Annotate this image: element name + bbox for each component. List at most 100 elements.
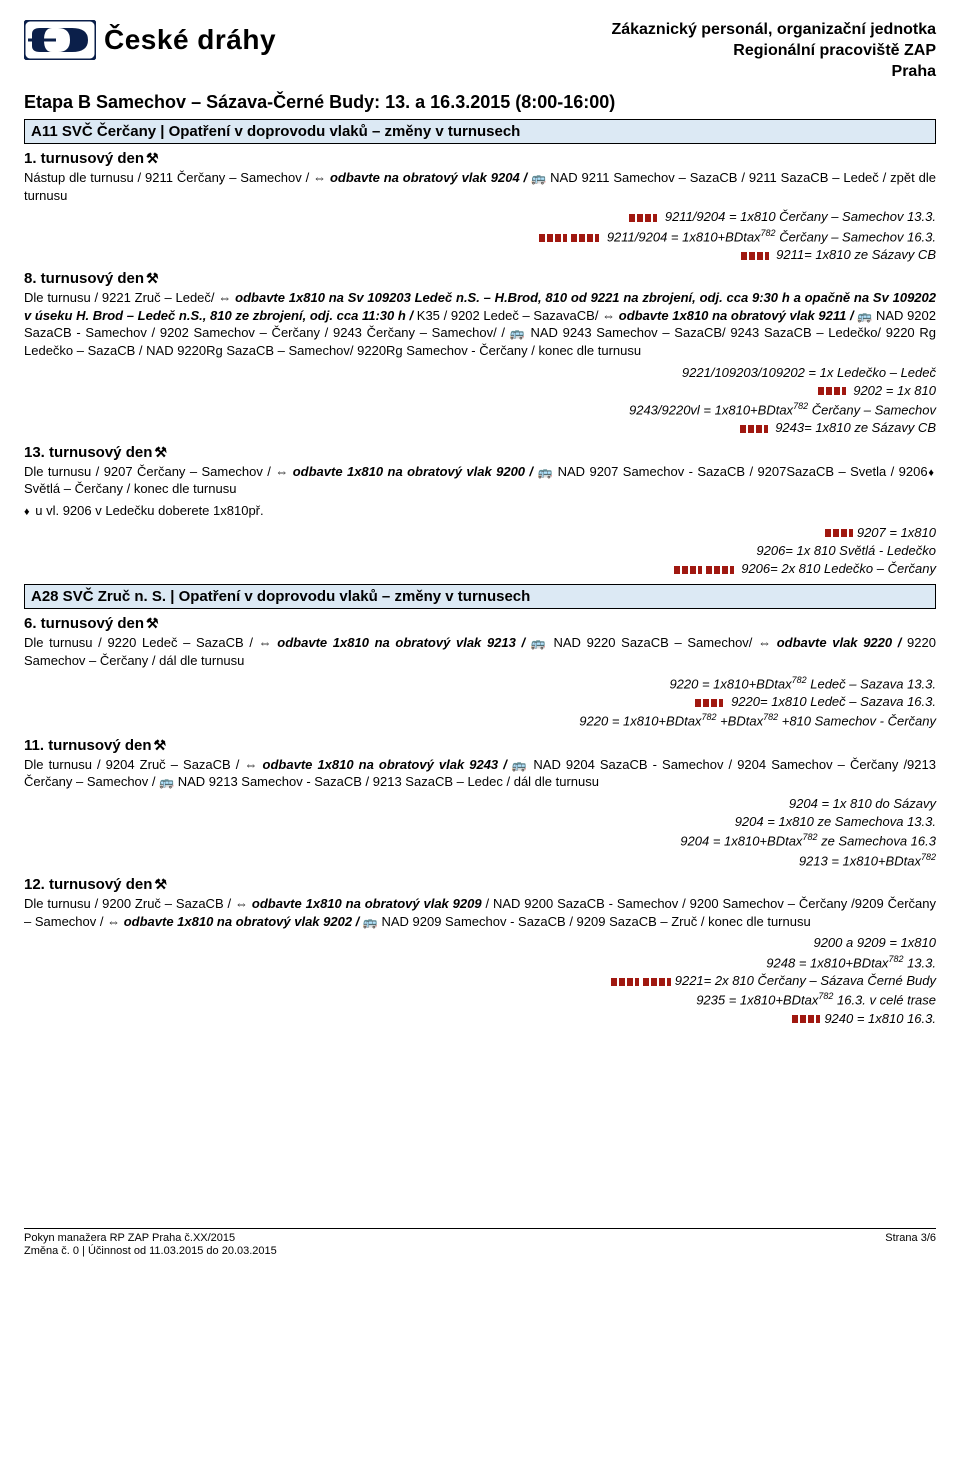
section-a11-box: A11 SVČ Čerčany | Opatření v doprovodu v… bbox=[24, 119, 936, 144]
train-icon bbox=[740, 425, 768, 433]
t8-title: 8. turnusový den bbox=[24, 270, 936, 287]
org-line1: Zákaznický personál, organizační jednotk… bbox=[611, 20, 936, 41]
t12-b: odbavte 1x810 na obratový vlak 9209 bbox=[248, 896, 482, 911]
t11-r3: 9204 = 1x810+BDtax bbox=[680, 834, 802, 849]
diamond-icon bbox=[24, 503, 32, 518]
t1-right: 9211/9204 = 1x810 Čerčany – Samechov 13.… bbox=[24, 208, 936, 264]
brand-text: České dráhy bbox=[104, 24, 276, 56]
t6-r3: 9220 = 1x810+BDtax bbox=[579, 714, 701, 729]
t8-r1: 9221/109203/109202 = 1x Ledečko – Ledeč bbox=[682, 365, 936, 380]
arrow-icon bbox=[244, 757, 257, 772]
t12-body: Dle turnusu / 9200 Zruč – SazaCB / odbav… bbox=[24, 895, 936, 930]
org-block: Zákaznický personál, organizační jednotk… bbox=[611, 20, 936, 82]
train-icon bbox=[643, 978, 671, 986]
t11-right: 9204 = 1x 810 do Sázavy 9204 = 1x810 ze … bbox=[24, 795, 936, 870]
t12-r4: 9235 = 1x810+BDtax bbox=[696, 993, 818, 1008]
train-icon bbox=[706, 566, 734, 574]
t12-title: 12. turnusový den bbox=[24, 876, 936, 893]
t8-title-text: 8. turnusový den bbox=[24, 270, 144, 287]
t6-r3c: +810 Samechov - Čerčany bbox=[778, 714, 936, 729]
t11-d: NAD 9213 Samechov - SazaCB / 9213 SazaCB… bbox=[174, 774, 599, 789]
t13-title-text: 13. turnusový den bbox=[24, 444, 152, 461]
t13-d: Světlá – Čerčany / konec dle turnusu bbox=[24, 481, 236, 496]
t8-r2: 9202 = 1x 810 bbox=[850, 383, 936, 398]
t1-r2: 9211/9204 = 1x810+BDtax bbox=[603, 229, 760, 244]
t12-r1: 9200 a 9209 = 1x810 bbox=[813, 935, 936, 950]
t13-r2: 9206= 1x 810 Světlá - Ledečko bbox=[756, 543, 936, 558]
t12-right: 9200 a 9209 = 1x810 9248 = 1x810+BDtax78… bbox=[24, 934, 936, 1028]
logo-block: České dráhy bbox=[24, 20, 276, 60]
t11-r4-sup: 782 bbox=[921, 852, 936, 862]
t12-title-text: 12. turnusový den bbox=[24, 876, 152, 893]
bus-icon bbox=[537, 464, 553, 479]
t8-r3-sup: 782 bbox=[793, 401, 808, 411]
t12-r2: 9248 = 1x810+BDtax bbox=[766, 955, 888, 970]
arrow-icon bbox=[107, 914, 120, 929]
t6-r1b: Ledeč – Sazava 13.3. bbox=[807, 676, 936, 691]
t6-right: 9220 = 1x810+BDtax782 Ledeč – Sazava 13.… bbox=[24, 674, 936, 731]
train-icon bbox=[741, 252, 769, 260]
t13-r3: 9206= 2x 810 Ledečko – Čerčany bbox=[738, 561, 936, 576]
t8-d: odbavte 1x810 na obratový vlak 9211 / bbox=[615, 308, 857, 323]
cd-logo-icon bbox=[24, 20, 96, 60]
t11-r3-sup: 782 bbox=[802, 832, 817, 842]
t11-a: Dle turnusu / 9204 Zruč – SazaCB / bbox=[24, 757, 244, 772]
t1-title: 1. turnusový den bbox=[24, 150, 936, 167]
t6-r3-sup: 782 bbox=[701, 712, 716, 722]
footer-line2: Změna č. 0 | Účinnost od 11.03.2015 do 2… bbox=[24, 1245, 936, 1257]
t6-b: odbavte 1x810 na obratový vlak 9213 / bbox=[272, 635, 531, 650]
t1-title-text: 1. turnusový den bbox=[24, 150, 144, 167]
bus-icon bbox=[512, 757, 528, 772]
t11-r2: 9204 = 1x810 ze Samechova 13.3. bbox=[735, 814, 936, 829]
t13-c: NAD 9207 Samechov - SazaCB / 9207SazaCB … bbox=[553, 464, 927, 479]
t13-note: u vl. 9206 v Ledečku doberete 1x810př. bbox=[24, 502, 936, 520]
t13-r1: 9207 = 1x810 bbox=[857, 525, 936, 540]
bus-icon bbox=[857, 308, 872, 323]
t11-title-text: 11. turnusový den bbox=[24, 737, 152, 754]
t8-r3b: Čerčany – Samechov bbox=[808, 402, 936, 417]
t13-right: 9207 = 1x810 9206= 1x 810 Světlá - Ledeč… bbox=[24, 524, 936, 579]
t8-body: Dle turnusu / 9221 Zruč – Ledeč/ odbavte… bbox=[24, 289, 936, 359]
arrow-icon bbox=[218, 290, 231, 305]
t13-note-text: u vl. 9206 v Ledečku doberete 1x810př. bbox=[32, 503, 264, 518]
t8-c: K35 / 9202 Ledeč – SazavaCB/ bbox=[413, 308, 602, 323]
hammer-icon bbox=[152, 876, 167, 893]
t1-body: Nástup dle turnusu / 9211 Čerčany – Same… bbox=[24, 169, 936, 204]
t6-c: NAD 9220 SazaCB – Samechov/ bbox=[548, 635, 758, 650]
t11-r1: 9204 = 1x 810 do Sázavy bbox=[789, 796, 936, 811]
t6-r1-sup: 782 bbox=[792, 675, 807, 685]
t1-a: Nástup dle turnusu / 9211 Čerčany – Same… bbox=[24, 170, 313, 185]
t12-r2-sup: 782 bbox=[888, 954, 903, 964]
footer-left: Pokyn manažera RP ZAP Praha č.XX/2015 bbox=[24, 1232, 235, 1244]
footer-right: Strana 3/6 bbox=[885, 1232, 936, 1244]
t11-title: 11. turnusový den bbox=[24, 737, 936, 754]
t12-r3: 9221= 2x 810 Čerčany – Sázava Černé Budy bbox=[675, 973, 936, 988]
t6-r3-sup2: 782 bbox=[763, 712, 778, 722]
t13-b: odbavte 1x810 na obratový vlak 9200 / bbox=[288, 464, 537, 479]
train-icon bbox=[825, 529, 853, 537]
t12-r5: 9240 = 1x810 16.3. bbox=[824, 1011, 936, 1026]
hammer-icon bbox=[144, 270, 159, 287]
stage-title: Etapa B Samechov – Sázava-Černé Budy: 13… bbox=[24, 92, 936, 113]
t8-right: 9221/109203/109202 = 1x Ledečko – Ledeč … bbox=[24, 364, 936, 438]
t11-r4: 9213 = 1x810+BDtax bbox=[799, 853, 921, 868]
t6-title-text: 6. turnusový den bbox=[24, 615, 144, 632]
t6-a: Dle turnusu / 9220 Ledeč – SazaCB / bbox=[24, 635, 259, 650]
arrow-icon bbox=[602, 308, 615, 323]
hammer-icon bbox=[144, 150, 159, 167]
org-line2: Regionální pracoviště ZAP bbox=[611, 41, 936, 62]
org-line3: Praha bbox=[611, 62, 936, 83]
bus-icon bbox=[159, 774, 174, 789]
t11-b: odbavte 1x810 na obratový vlak 9243 / bbox=[257, 757, 511, 772]
t12-e: NAD 9209 Samechov - SazaCB / 9209 SazaCB… bbox=[378, 914, 811, 929]
train-icon bbox=[674, 566, 702, 574]
t1-r1: 9211/9204 = 1x810 Čerčany – Samechov 13.… bbox=[661, 209, 936, 224]
arrow-icon bbox=[235, 896, 248, 911]
t6-r2: 9220= 1x810 Ledeč – Sazava 16.3. bbox=[727, 694, 936, 709]
t12-r4b: 16.3. v celé trase bbox=[833, 993, 936, 1008]
t13-title: 13. turnusový den bbox=[24, 444, 936, 461]
train-icon bbox=[695, 699, 723, 707]
t13-body: Dle turnusu / 9207 Čerčany – Samechov / … bbox=[24, 463, 936, 498]
t1-r2b: Čerčany – Samechov 16.3. bbox=[776, 229, 936, 244]
t1-b: odbavte na obratový vlak 9204 / bbox=[326, 170, 531, 185]
